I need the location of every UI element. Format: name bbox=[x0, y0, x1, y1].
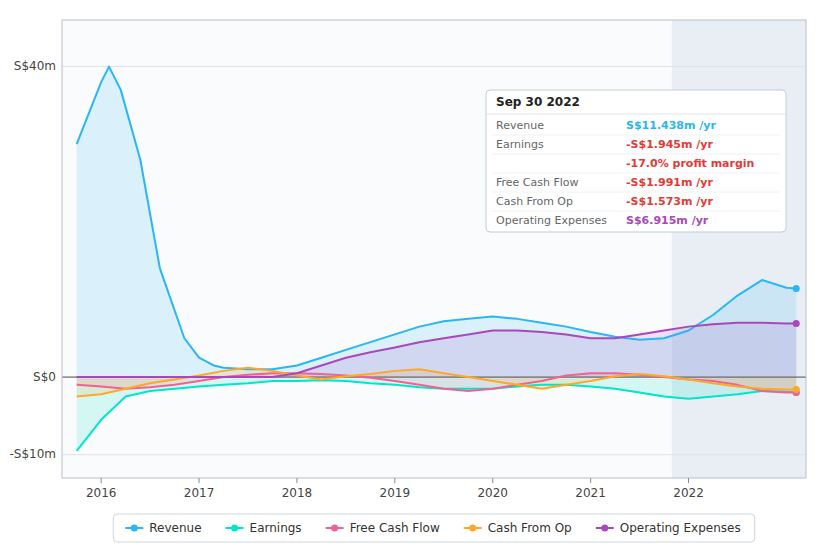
legend-label: Operating Expenses bbox=[620, 521, 741, 535]
tooltip-divider bbox=[486, 114, 786, 115]
tooltip-value: S$11.438m /yr bbox=[626, 119, 717, 132]
tooltip-value: -S$1.945m /yr bbox=[626, 138, 713, 151]
legend-label: Earnings bbox=[250, 521, 302, 535]
x-tick-label: 2017 bbox=[184, 486, 215, 500]
series-line bbox=[77, 67, 797, 370]
legend-marker bbox=[469, 525, 476, 532]
tooltip-row-divider bbox=[492, 192, 780, 193]
x-tick-label: 2018 bbox=[282, 486, 313, 500]
tooltip-label: Cash From Op bbox=[496, 195, 573, 208]
grid-line bbox=[62, 454, 806, 455]
x-tick bbox=[101, 478, 102, 483]
y-tick-label: S$0 bbox=[33, 370, 56, 384]
plot-area bbox=[62, 20, 806, 478]
x-tick bbox=[688, 478, 689, 483]
tooltip-box bbox=[486, 90, 786, 232]
end-marker bbox=[793, 386, 800, 393]
tooltip-row-divider bbox=[492, 173, 780, 174]
y-tick-label: S$40m bbox=[14, 59, 56, 73]
tooltip: Sep 30 2022 Revenue S$11.438m /yr Earnings -… bbox=[486, 90, 786, 232]
tooltip-label: Operating Expenses bbox=[496, 214, 607, 227]
tooltip-value: -S$1.991m /yr bbox=[626, 176, 713, 189]
end-marker bbox=[793, 320, 800, 327]
tooltip-value: -S$1.573m /yr bbox=[626, 195, 713, 208]
legend-box bbox=[113, 514, 754, 542]
x-tick-label: 2020 bbox=[477, 486, 508, 500]
legend-label: Free Cash Flow bbox=[350, 521, 440, 535]
chart: -S$10m S$0 S$40m 2016 2017 2018 2019 2020 2021 20… bbox=[0, 0, 821, 560]
legend-marker bbox=[231, 525, 238, 532]
tooltip-row-divider bbox=[492, 154, 780, 155]
highlight-region bbox=[672, 20, 806, 478]
tooltip-value: -17.0% profit margin bbox=[626, 157, 754, 170]
legend-marker bbox=[601, 525, 608, 532]
tooltip-label: Free Cash Flow bbox=[496, 176, 579, 189]
x-tick-label: 2016 bbox=[86, 486, 117, 500]
legend-marker bbox=[331, 525, 338, 532]
tooltip-label: Revenue bbox=[496, 119, 544, 132]
x-tick bbox=[394, 478, 395, 483]
x-tick bbox=[199, 478, 200, 483]
series-line bbox=[77, 380, 797, 451]
y-tick-label: -S$10m bbox=[9, 447, 56, 461]
tooltip-row-divider bbox=[492, 135, 780, 136]
x-tick-label: 2021 bbox=[575, 486, 606, 500]
x-tick-label: 2019 bbox=[380, 486, 411, 500]
series-area bbox=[77, 67, 797, 378]
grid-line bbox=[62, 66, 806, 67]
end-marker bbox=[793, 285, 800, 292]
series-line bbox=[77, 368, 797, 397]
tooltip-title: Sep 30 2022 bbox=[496, 95, 580, 109]
series-line bbox=[77, 323, 797, 377]
legend-label: Revenue bbox=[149, 521, 201, 535]
plot-background bbox=[62, 20, 806, 478]
plot-frame bbox=[62, 20, 806, 478]
legend-label: Cash From Op bbox=[488, 521, 572, 535]
x-tick bbox=[492, 478, 493, 483]
tooltip-row-divider bbox=[492, 211, 780, 212]
legend-marker bbox=[131, 525, 138, 532]
tooltip-label: Earnings bbox=[496, 138, 544, 151]
x-tick bbox=[296, 478, 297, 483]
legend: Revenue Earnings Free Cash Flow Cash From O… bbox=[113, 514, 754, 542]
tooltip-value: S$6.915m /yr bbox=[626, 214, 709, 227]
x-tick-label: 2022 bbox=[673, 486, 704, 500]
x-tick bbox=[590, 478, 591, 483]
